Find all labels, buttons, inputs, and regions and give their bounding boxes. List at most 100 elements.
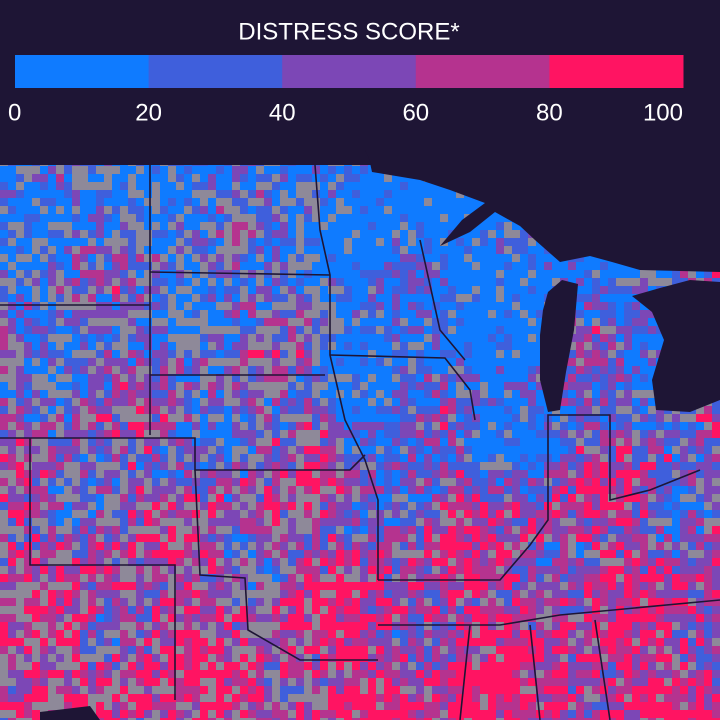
map-cell — [64, 294, 72, 302]
map-cell — [288, 366, 296, 374]
map-cell — [448, 198, 456, 206]
map-cell — [144, 398, 152, 406]
map-cell — [408, 198, 416, 206]
map-cell — [40, 302, 48, 310]
map-cell — [616, 446, 624, 454]
map-cell — [160, 246, 168, 254]
map-cell — [64, 190, 72, 198]
map-cell — [328, 326, 336, 334]
map-cell — [56, 294, 64, 302]
map-cell — [240, 430, 248, 438]
map-cell — [200, 190, 208, 198]
map-cell — [8, 470, 16, 478]
map-cell — [264, 318, 272, 326]
map-cell — [88, 190, 96, 198]
map-cell — [96, 214, 104, 222]
map-cell — [384, 454, 392, 462]
map-cell — [232, 302, 240, 310]
map-cell — [688, 494, 696, 502]
map-cell — [328, 214, 336, 222]
map-cell — [344, 326, 352, 334]
map-cell — [592, 366, 600, 374]
map-cell — [576, 454, 584, 462]
map-cell — [200, 302, 208, 310]
map-cell — [256, 254, 264, 262]
map-cell — [16, 390, 24, 398]
map-cell — [24, 374, 32, 382]
map-cell — [192, 446, 200, 454]
map-cell — [600, 566, 608, 574]
map-cell — [88, 246, 96, 254]
map-cell — [8, 414, 16, 422]
map-cell — [512, 318, 520, 326]
map-cell — [128, 206, 136, 214]
map-cell — [64, 542, 72, 550]
map-cell — [288, 174, 296, 182]
map-cell — [216, 542, 224, 550]
map-cell — [272, 470, 280, 478]
map-cell — [392, 198, 400, 206]
map-cell — [320, 390, 328, 398]
map-cell — [424, 294, 432, 302]
map-cell — [336, 438, 344, 446]
map-cell — [352, 382, 360, 390]
map-cell — [232, 166, 240, 174]
map-cell — [248, 590, 256, 598]
map-cell — [336, 550, 344, 558]
map-cell — [176, 446, 184, 454]
map-cell — [96, 406, 104, 414]
map-cell — [192, 190, 200, 198]
map-cell — [288, 294, 296, 302]
map-cell — [40, 462, 48, 470]
map-cell — [552, 486, 560, 494]
map-cell — [40, 526, 48, 534]
map-cell — [216, 214, 224, 222]
map-cell — [384, 262, 392, 270]
map-cell — [592, 262, 600, 270]
map-cell — [168, 550, 176, 558]
map-cell — [528, 518, 536, 526]
map-cell — [0, 286, 8, 294]
map-cell — [176, 478, 184, 486]
map-cell — [384, 302, 392, 310]
map-cell — [688, 438, 696, 446]
map-cell — [216, 294, 224, 302]
map-cell — [408, 294, 416, 302]
map-cell — [88, 286, 96, 294]
map-cell — [640, 342, 648, 350]
map-cell — [208, 246, 216, 254]
map-cell — [144, 542, 152, 550]
map-cell — [8, 374, 16, 382]
map-cell — [184, 366, 192, 374]
map-cell — [480, 246, 488, 254]
map-cell — [488, 398, 496, 406]
map-cell — [184, 414, 192, 422]
map-cell — [24, 422, 32, 430]
map-cell — [376, 198, 384, 206]
map-cell — [32, 366, 40, 374]
map-cell — [104, 198, 112, 206]
map-cell — [192, 254, 200, 262]
map-cell — [328, 262, 336, 270]
map-cell — [480, 574, 488, 582]
map-cell — [40, 366, 48, 374]
map-cell — [32, 278, 40, 286]
map-cell — [360, 286, 368, 294]
map-cell — [112, 422, 120, 430]
map-cell — [32, 326, 40, 334]
map-cell — [608, 310, 616, 318]
map-cell — [336, 246, 344, 254]
map-cell — [576, 398, 584, 406]
map-cell — [8, 462, 16, 470]
map-cell — [480, 518, 488, 526]
map-cell — [432, 486, 440, 494]
map-cell — [200, 198, 208, 206]
map-cell — [312, 494, 320, 502]
map-cell — [120, 558, 128, 566]
map-cell — [616, 542, 624, 550]
map-cell — [80, 238, 88, 246]
map-cell — [272, 302, 280, 310]
map-cell — [256, 166, 264, 174]
map-cell — [208, 470, 216, 478]
map-cell — [40, 454, 48, 462]
